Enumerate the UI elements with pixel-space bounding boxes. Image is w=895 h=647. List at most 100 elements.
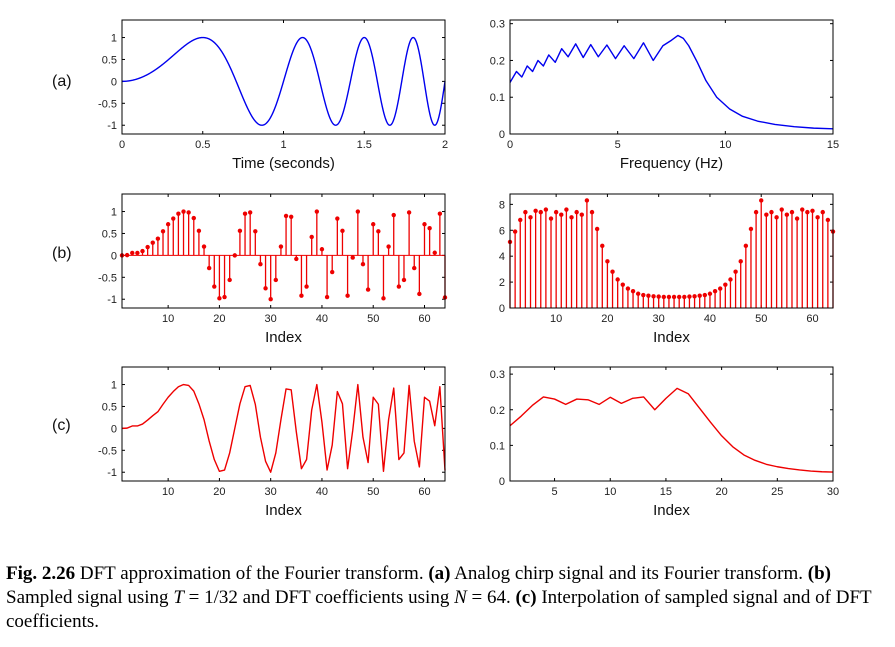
y-tick-label: 0.3 — [490, 369, 505, 381]
chart-a-left: 0 0.5 1 1.5 2 1 0.5 0 -0.5 -1 Time (seconds) — [98, 19, 448, 172]
stem-marker — [789, 209, 795, 215]
stem-marker — [523, 209, 528, 215]
stem-marker — [191, 215, 196, 221]
stem-marker — [779, 207, 784, 212]
stem-marker — [253, 229, 258, 234]
stem-marker — [319, 247, 325, 252]
series-line — [509, 387, 834, 473]
stem-marker — [810, 208, 815, 214]
plot-frame — [509, 19, 834, 135]
stem-marker — [820, 209, 825, 215]
x-tick-label: 10 — [162, 313, 174, 325]
stem-marker — [733, 269, 738, 274]
stem-marker — [564, 207, 569, 212]
stem-marker — [124, 252, 130, 258]
stem-marker — [584, 198, 590, 203]
stem-marker — [641, 292, 646, 298]
stem-marker — [656, 294, 661, 299]
stem-marker — [589, 209, 595, 215]
stem-marker — [396, 284, 402, 289]
y-tick-label: 2 — [499, 277, 505, 289]
stem-marker — [160, 229, 166, 234]
x-tick-label: 2 — [442, 139, 448, 151]
stem-marker — [815, 215, 820, 220]
stem-marker — [615, 277, 620, 282]
stem-marker — [360, 261, 366, 267]
stem-marker — [217, 296, 222, 301]
stem-marker — [800, 207, 805, 212]
figure-canvas: (a) (b) (c) 0 0.5 1 1.5 2 1 0.5 0 -0.5 -1 Time (se… — [52, 19, 839, 519]
stem-marker — [206, 265, 212, 271]
stem-marker — [273, 277, 279, 283]
caption-b-label: (b) — [807, 563, 831, 584]
stem-marker — [666, 294, 672, 300]
stem-marker — [697, 293, 702, 298]
stem-marker — [422, 222, 427, 227]
stem-marker — [528, 215, 533, 220]
stem-marker — [692, 294, 697, 299]
x-tick-label: 1.5 — [357, 139, 372, 151]
x-tick-label: 20 — [715, 486, 727, 498]
y-tick-label: 4 — [499, 251, 505, 263]
y-tick-label: 0 — [499, 476, 505, 488]
series-line — [121, 383, 446, 473]
y-tick-label: 0.1 — [490, 440, 505, 452]
stem-marker — [135, 250, 140, 256]
stem-marker — [365, 287, 371, 292]
figure-caption: Fig. 2.26 DFT approximation of the Fouri… — [6, 562, 891, 634]
stem-marker — [594, 226, 600, 232]
stem-marker — [247, 210, 253, 215]
y-tick-label: 0.2 — [490, 55, 505, 67]
x-tick-label: 50 — [755, 313, 767, 325]
stem-marker — [625, 286, 631, 291]
x-tick-label: 60 — [418, 486, 430, 498]
stem-marker — [538, 209, 543, 215]
x-tick-label: 10 — [604, 486, 616, 498]
stem-marker — [212, 284, 217, 289]
stem-marker — [412, 265, 417, 271]
stem-marker — [635, 291, 641, 296]
stem-marker — [600, 243, 605, 249]
y-tick-label: 0 — [111, 423, 117, 435]
stem-marker — [774, 215, 779, 220]
x-axis-label: Index — [265, 502, 302, 519]
stem-marker — [759, 198, 764, 203]
chart-c-right: 5 10 15 20 25 30 0.3 0.2 0.1 0 Index — [490, 366, 839, 519]
y-tick-label: 0.2 — [490, 405, 505, 417]
stem-marker — [682, 294, 687, 300]
x-tick-label: 10 — [550, 313, 562, 325]
stem-marker — [753, 209, 759, 215]
x-tick-label: 60 — [806, 313, 818, 325]
x-tick-label: 25 — [771, 486, 783, 498]
stem-marker — [237, 228, 243, 234]
stem-marker — [335, 216, 340, 221]
caption-figure-number: Fig. 2.26 — [6, 563, 76, 584]
stem-marker — [518, 217, 523, 223]
series-line — [509, 34, 834, 130]
stem-marker — [314, 209, 320, 214]
stem-marker — [345, 293, 350, 298]
stem-marker — [687, 294, 692, 299]
stem-marker — [171, 216, 176, 221]
chart-c-left: 10 20 30 40 50 60 1 0.5 0 -0.5 -1 Index — [98, 366, 446, 519]
stem-marker — [288, 214, 294, 219]
y-tick-label: -0.5 — [98, 272, 117, 284]
stem-marker — [232, 253, 237, 258]
stem-marker — [646, 293, 651, 298]
stem-marker — [676, 294, 682, 300]
stem-marker — [258, 261, 263, 267]
plot-frame — [509, 366, 834, 482]
caption-c-label: (c) — [515, 587, 537, 608]
x-tick-label: 15 — [660, 486, 672, 498]
stem-marker — [263, 286, 268, 291]
x-tick-label: 30 — [827, 486, 839, 498]
caption-a-label: (a) — [428, 563, 451, 584]
y-tick-label: 0 — [111, 76, 117, 88]
stem-marker — [825, 217, 831, 223]
y-tick-label: -1 — [107, 120, 117, 132]
chart-b-left: 10 20 30 40 50 60 1 0.5 0 -0.5 -1 Index — [98, 193, 448, 346]
y-tick-label: 0.5 — [102, 54, 117, 66]
stem-marker — [764, 212, 769, 217]
stem-marker — [304, 284, 309, 289]
stem-marker — [376, 229, 381, 234]
